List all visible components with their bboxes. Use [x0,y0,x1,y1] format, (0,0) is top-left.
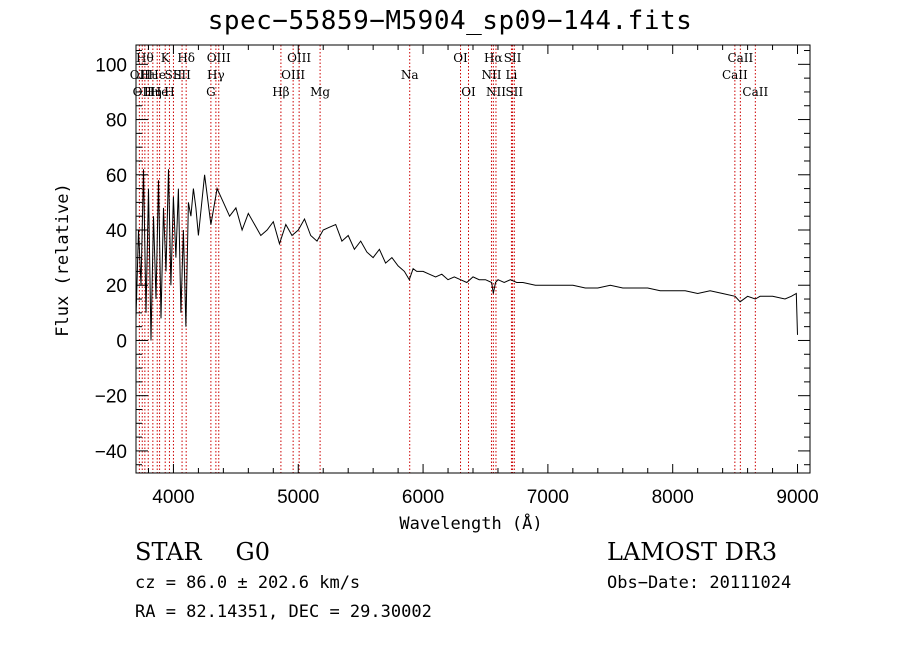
coordinates-line: RA = 82.14351, DEC = 29.30002 [135,602,432,622]
emission-line-label: Hι [141,68,156,82]
emission-line-markers [138,45,756,473]
emission-line-label: Mg [310,85,330,99]
emission-line-label: Hγ [207,68,225,82]
emission-line-labels: OIIOIIHθHιHηHeHeKHSIIHδSIIGHγOIIIHβOIIIO… [130,51,769,99]
y-tick-label: 0 [116,331,127,352]
emission-line-label: OIII [207,51,231,65]
observation-date: Obs−Date: 20111024 [607,573,792,593]
emission-line-label: OI [461,85,476,99]
redshift-line: cz = 86.0 ± 202.6 km/s [135,573,361,593]
y-tick-label: 60 [106,166,127,187]
emission-line-label: Li [506,68,518,82]
y-tick-label: −40 [95,442,127,463]
emission-line-label: CaII [722,68,748,82]
emission-line-label: NII [481,68,501,82]
emission-line-label: SII [505,85,523,99]
survey-label: LAMOST DR3 [607,538,778,566]
y-tick-label: 80 [106,111,127,132]
spectrum-series [135,169,798,341]
x-axis-label: Wavelength (Å) [399,512,542,534]
emission-line-label: Hα [484,51,503,65]
y-tick-label: −20 [95,387,127,408]
emission-line-label: SII [504,51,522,65]
y-tick-label: 20 [106,276,127,297]
object-class: STAR [135,538,202,566]
emission-line-label: Na [401,68,419,82]
emission-line-label: OII [130,68,150,82]
x-tick-label: 4000 [152,487,194,508]
plot-frame [135,44,811,474]
emission-line-label: OIII [281,68,305,82]
object-subclass: G0 [235,538,270,566]
emission-line-label: He [148,68,166,82]
chart-title: spec−55859−M5904_sp09−144.fits [207,6,693,36]
emission-line-label: Hθ [136,51,154,65]
emission-line-label: Hη [144,85,162,99]
emission-line-label: SII [165,68,183,82]
y-axis-ticks: −40 −20 0 20 40 60 80 100 [95,50,810,466]
emission-line-label: CaII [742,85,768,99]
emission-line-label: He [151,85,169,99]
emission-line-label: OIII [287,51,311,65]
emission-line-label: NII [486,85,506,99]
y-tick-label: 100 [95,55,127,76]
x-tick-label: 7000 [527,487,569,508]
emission-line-label: OII [133,85,153,99]
emission-line-label: K [161,51,171,65]
x-tick-label: 5000 [277,487,319,508]
x-tick-label: 9000 [776,487,818,508]
y-axis-label: Flux (relative) [53,183,73,337]
x-tick-label: 8000 [652,487,694,508]
emission-line-label: G [206,85,216,99]
emission-line-label: Hδ [177,51,195,65]
class-line: STAR G0 [135,538,270,566]
emission-line-label: CaII [727,51,753,65]
emission-line-label: Hβ [272,85,289,99]
emission-line-label: H [164,85,174,99]
y-tick-label: 40 [106,221,127,242]
emission-line-label: SII [173,68,191,82]
emission-line-label: OI [453,51,468,65]
x-axis-ticks: 4000 5000 6000 7000 8000 9000 [147,45,819,508]
x-tick-label: 6000 [402,487,444,508]
